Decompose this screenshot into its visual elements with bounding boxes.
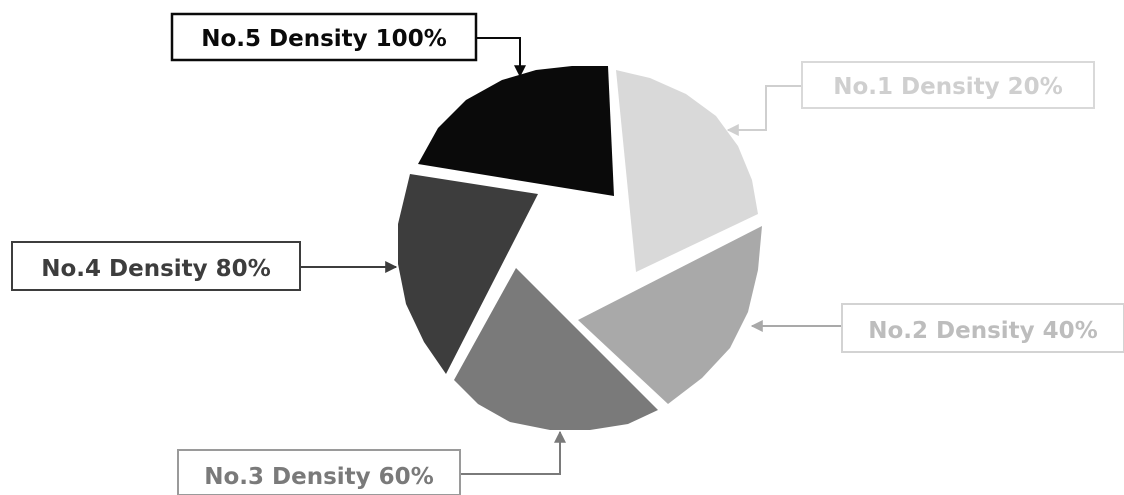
label-box-no5: No.5 Density 100% (170, 12, 478, 62)
label-text-no2: No.2 Density 40% (868, 318, 1097, 344)
connector-no5 (476, 37, 526, 78)
label-text-no5: No.5 Density 100% (201, 26, 447, 52)
connector-no3 (460, 430, 566, 475)
label-box-no2: No.2 Density 40% (841, 303, 1124, 353)
label-text-no3: No.3 Density 60% (204, 464, 433, 490)
segment-no1 (616, 70, 758, 272)
segment-no2 (578, 226, 762, 404)
label-box-no4: No.4 Density 80% (11, 241, 301, 291)
segment-no5 (418, 66, 614, 196)
segment-no3 (454, 268, 658, 430)
label-text-no1: No.1 Density 20% (833, 74, 1062, 100)
segment-no4 (398, 174, 538, 374)
label-box-no1: No.1 Density 20% (801, 61, 1095, 109)
connector-no1 (726, 85, 802, 136)
label-box-no3: No.3 Density 60% (177, 449, 461, 495)
label-text-no4: No.4 Density 80% (41, 256, 270, 282)
